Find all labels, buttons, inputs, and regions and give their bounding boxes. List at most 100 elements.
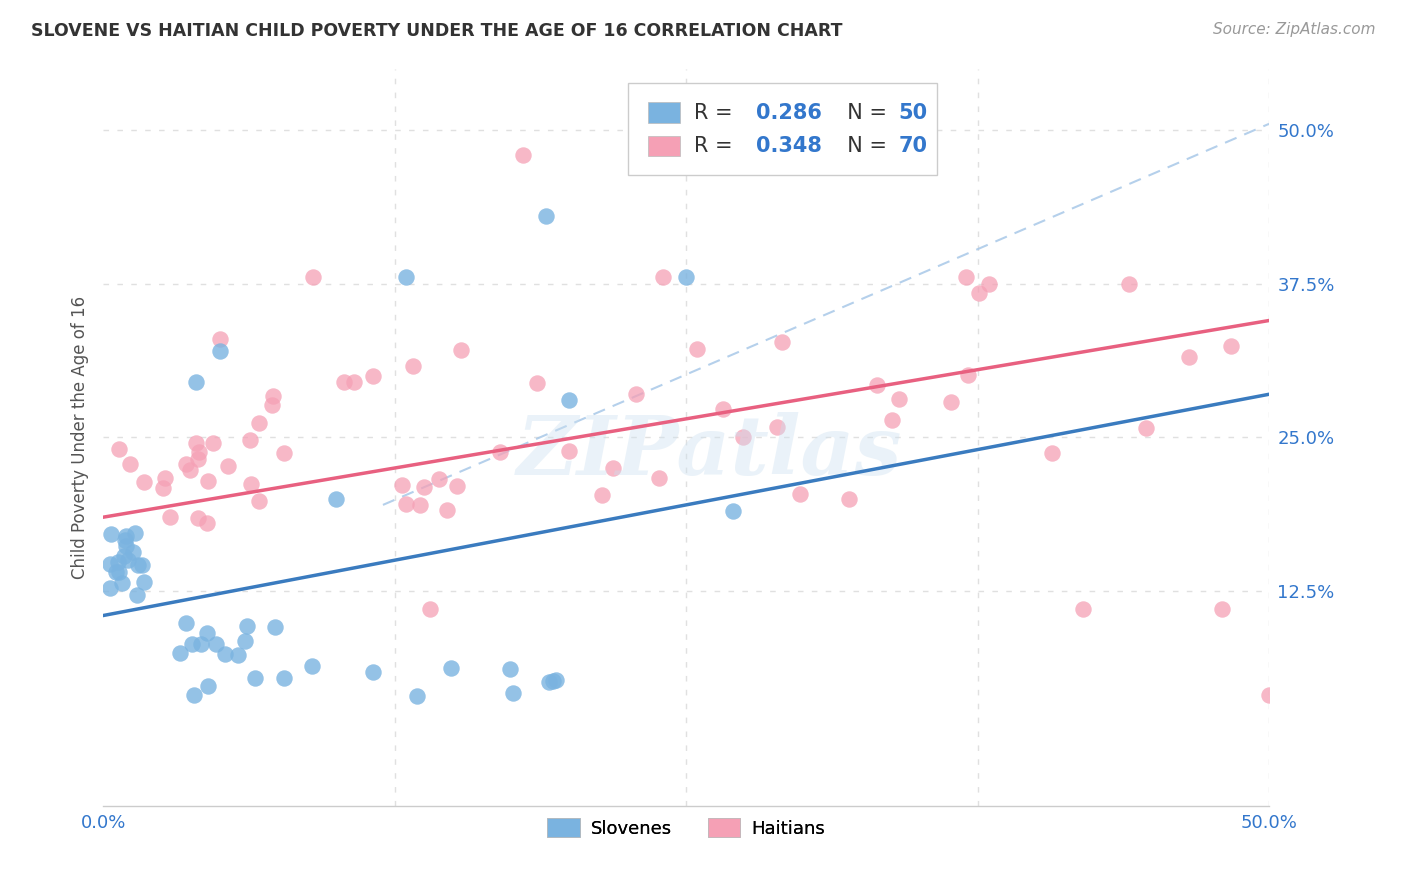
Point xyxy=(239,477,262,491)
Text: R =: R = xyxy=(695,136,740,156)
Point xyxy=(174,615,197,630)
Point xyxy=(131,558,153,572)
Point xyxy=(602,460,624,475)
Point xyxy=(115,528,138,542)
Point xyxy=(260,398,283,412)
Point xyxy=(882,413,904,427)
Point xyxy=(208,344,231,359)
Text: R =: R = xyxy=(695,103,740,123)
Point xyxy=(648,471,671,485)
Text: 50: 50 xyxy=(898,103,928,123)
Point xyxy=(108,442,131,456)
Point xyxy=(264,620,287,634)
FancyBboxPatch shape xyxy=(648,136,681,156)
Point xyxy=(866,378,889,392)
FancyBboxPatch shape xyxy=(648,103,681,123)
Point xyxy=(537,674,560,689)
Point xyxy=(502,686,524,700)
Point xyxy=(153,471,176,485)
Point xyxy=(887,392,910,406)
Point xyxy=(343,375,366,389)
Point xyxy=(1258,689,1281,703)
Point xyxy=(789,486,811,500)
Point xyxy=(546,673,568,687)
Point xyxy=(214,647,236,661)
Point xyxy=(766,419,789,434)
Point xyxy=(186,375,208,389)
Point xyxy=(124,525,146,540)
Point xyxy=(114,533,136,548)
Point xyxy=(127,558,149,573)
Text: SLOVENE VS HAITIAN CHILD POVERTY UNDER THE AGE OF 16 CORRELATION CHART: SLOVENE VS HAITIAN CHILD POVERTY UNDER T… xyxy=(31,22,842,40)
Point xyxy=(187,444,209,458)
Point xyxy=(152,481,174,495)
Point xyxy=(100,581,122,595)
Point xyxy=(489,445,512,459)
Text: 0.348: 0.348 xyxy=(756,136,823,156)
Point xyxy=(413,480,436,494)
Point xyxy=(1040,446,1063,460)
Point xyxy=(98,557,121,571)
Point xyxy=(711,402,734,417)
Point xyxy=(591,488,613,502)
Point xyxy=(558,393,581,408)
Y-axis label: Child Poverty Under the Age of 16: Child Poverty Under the Age of 16 xyxy=(72,296,89,579)
Point xyxy=(419,602,441,616)
Point xyxy=(450,343,472,357)
Point xyxy=(125,589,148,603)
Point xyxy=(733,430,755,444)
Point xyxy=(361,665,384,679)
Point xyxy=(526,376,548,390)
Point xyxy=(179,463,201,477)
Point xyxy=(939,394,962,409)
Point xyxy=(1178,350,1201,364)
Point xyxy=(187,451,209,466)
Point xyxy=(169,647,191,661)
Point xyxy=(202,435,225,450)
Point xyxy=(967,285,990,300)
Point xyxy=(391,477,413,491)
Point xyxy=(107,555,129,569)
Point xyxy=(394,497,416,511)
FancyBboxPatch shape xyxy=(628,83,936,176)
Point xyxy=(558,444,581,458)
Point xyxy=(112,549,135,564)
Point xyxy=(1071,602,1094,616)
Point xyxy=(247,494,270,508)
Point xyxy=(239,434,262,448)
Point xyxy=(100,527,122,541)
Point xyxy=(273,446,295,460)
Point xyxy=(190,637,212,651)
Point xyxy=(685,342,707,356)
Text: 70: 70 xyxy=(898,136,928,156)
Point xyxy=(186,436,208,450)
Point xyxy=(247,416,270,430)
Point xyxy=(174,458,197,472)
Point xyxy=(183,688,205,702)
Point xyxy=(187,511,209,525)
Point xyxy=(122,545,145,559)
Point xyxy=(325,491,347,506)
Point xyxy=(197,679,219,693)
Legend: Slovenes, Haitians: Slovenes, Haitians xyxy=(540,811,832,845)
Text: Source: ZipAtlas.com: Source: ZipAtlas.com xyxy=(1212,22,1375,37)
Point xyxy=(955,270,977,285)
Point xyxy=(262,389,284,403)
Point xyxy=(395,270,418,285)
Point xyxy=(770,334,793,349)
Point xyxy=(406,689,429,703)
Point xyxy=(180,637,202,651)
Point xyxy=(427,473,450,487)
Point xyxy=(651,270,673,285)
Point xyxy=(132,475,155,489)
Point xyxy=(243,671,266,685)
Point xyxy=(838,491,860,506)
Point xyxy=(117,553,139,567)
Point xyxy=(363,368,385,383)
Point xyxy=(115,540,138,554)
Point xyxy=(446,479,468,493)
Point xyxy=(721,504,744,518)
Point xyxy=(159,509,181,524)
Point xyxy=(236,618,259,632)
Point xyxy=(217,458,239,473)
